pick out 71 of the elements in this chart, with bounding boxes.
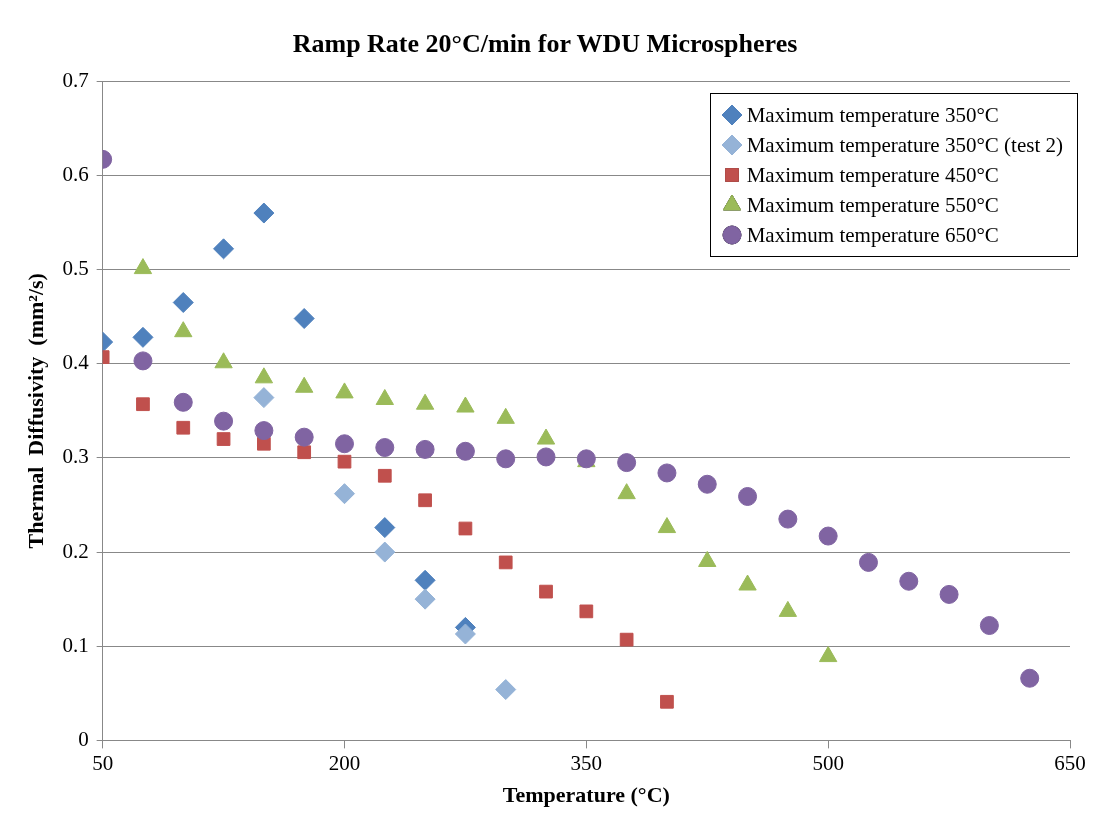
point xyxy=(818,526,838,546)
point xyxy=(498,555,513,570)
point xyxy=(415,439,435,459)
point xyxy=(778,509,798,529)
point xyxy=(579,604,594,619)
point xyxy=(334,434,354,454)
point xyxy=(333,483,355,505)
point xyxy=(458,521,473,536)
point xyxy=(374,541,396,563)
point xyxy=(819,646,838,663)
point xyxy=(495,679,517,701)
point xyxy=(293,308,315,330)
point xyxy=(899,571,919,591)
y-tick-label: 0 xyxy=(78,726,89,751)
point xyxy=(132,326,154,348)
point xyxy=(176,420,191,435)
point xyxy=(454,623,476,645)
legend-label: Maximum temperature 450°C xyxy=(746,162,999,188)
point xyxy=(214,411,234,431)
x-tick-label: 650 xyxy=(1054,750,1086,775)
y-tick-label: 0.2 xyxy=(62,538,89,563)
point xyxy=(374,517,396,539)
point xyxy=(213,238,235,260)
point xyxy=(738,487,758,506)
point xyxy=(660,694,674,709)
point xyxy=(536,447,556,467)
point xyxy=(414,569,436,591)
point xyxy=(539,584,553,599)
y-tick-label: 0.5 xyxy=(62,256,89,281)
point xyxy=(136,397,150,412)
y-tick-label: 0.6 xyxy=(62,161,89,186)
point xyxy=(133,351,153,371)
x-tick-label: 50 xyxy=(92,750,114,775)
legend-label: Maximum temperature 550°C xyxy=(746,192,999,218)
point xyxy=(253,202,275,224)
point xyxy=(657,463,677,483)
y-tick-label: 0.3 xyxy=(62,444,89,469)
point xyxy=(496,449,516,469)
point xyxy=(172,292,194,313)
point xyxy=(216,432,231,446)
point xyxy=(858,552,878,572)
y-tick-label: 0.7 xyxy=(62,67,89,92)
point xyxy=(455,441,475,461)
point xyxy=(297,445,312,460)
point xyxy=(619,632,634,647)
point xyxy=(414,588,436,610)
point xyxy=(337,454,352,469)
legend-label: Maximum temperature 650°C xyxy=(746,222,999,248)
legend-label: Maximum temperature 350°C (test 2) xyxy=(746,132,1063,158)
point xyxy=(979,616,999,636)
point xyxy=(617,453,637,473)
x-tick-label: 350 xyxy=(570,750,603,775)
point xyxy=(418,493,432,508)
point xyxy=(253,387,275,409)
x-axis-title: Temperature (°C) xyxy=(502,782,670,808)
point xyxy=(377,468,392,483)
point xyxy=(254,421,274,441)
point xyxy=(375,438,395,458)
x-tick-label: 500 xyxy=(812,750,844,775)
chart-title: Ramp Rate 20°C/min for WDU Microspheres xyxy=(292,29,798,59)
point xyxy=(173,392,193,412)
y-tick-label: 0.1 xyxy=(62,632,89,657)
point xyxy=(939,584,959,604)
point xyxy=(657,517,677,534)
y-tick-label: 0.4 xyxy=(62,350,90,375)
y-axis-title: Thermal Diffusivity (mm²/s) xyxy=(22,273,48,549)
x-tick-label: 200 xyxy=(328,750,361,775)
point xyxy=(1020,668,1040,688)
legend-label: Maximum temperature 350°C xyxy=(746,102,999,128)
point xyxy=(697,474,717,494)
point xyxy=(294,427,314,447)
